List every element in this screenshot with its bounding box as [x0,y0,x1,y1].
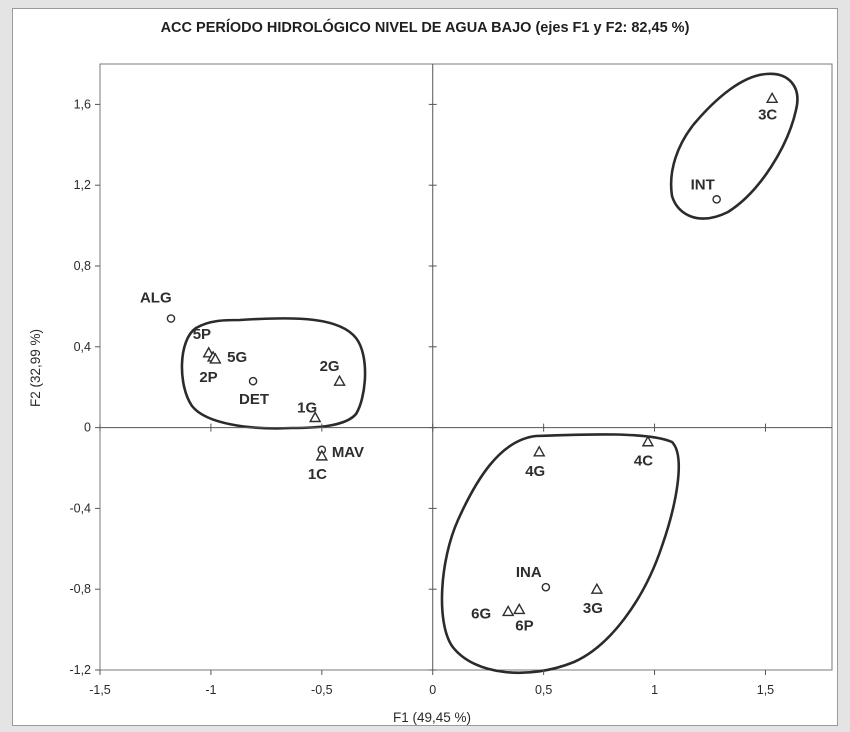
cluster-outline-top-right [669,72,799,220]
point-label: 4C [634,453,653,470]
triangle-marker [513,602,526,615]
circle-marker [248,376,258,386]
x-tick-label: -0,5 [311,683,333,697]
cluster-outlines [180,72,799,675]
point-label: 6G [471,605,491,622]
y-tick-label: -0,4 [69,501,91,515]
point-label: 5G [227,349,247,366]
point-label: 2G [320,358,340,375]
triangle-marker [765,91,779,104]
y-tick-label: 1,6 [74,97,91,111]
x-tick-label: -1 [205,683,216,697]
point-label: ALG [140,290,172,307]
chart-frame [12,8,838,726]
point-label: 2P [199,369,217,386]
point-label: INA [516,564,542,581]
x-axis: -1,5 -1 -0,5 0 0,5 1 1,5 [89,423,774,697]
point-label: 6P [515,617,533,634]
triangle-marker [533,445,546,457]
zero-lines [100,64,832,670]
y-axis: -1,2 -0,8 -0,4 0 0,4 0,8 1,2 1,6 [69,97,437,677]
x-tick-label: 0,5 [535,683,552,697]
point-label: INT [691,176,715,193]
triangle-marker [333,374,346,386]
y-tick-label: -1,2 [69,663,91,677]
x-tick-label: 0 [429,683,436,697]
point-label: 1C [308,466,327,483]
y-tick-label: 0,8 [74,259,91,273]
y-tick-label: 1,2 [74,178,91,192]
cluster-outline-bottom-right [440,433,681,675]
data-labels: ALG DET MAV INT INA 5P 5G 2P 2G 1G 1C 3C 4G 4C 3G 6G 6P [140,106,777,634]
plot-area [99,63,833,671]
triangle-marker [209,352,222,364]
plot-border [99,63,833,671]
y-axis-label: F2 (32,99 %) [28,329,43,407]
triangle-marker [501,604,515,617]
point-label: 4G [525,463,545,480]
triangle-marker [590,582,604,594]
point-label: 3G [583,600,603,617]
x-tick-label: -1,5 [89,683,111,697]
triangle-marker [308,411,322,423]
circle-marker [541,582,551,592]
point-label: DET [239,391,269,408]
x-tick-label: 1 [651,683,658,697]
circle-marker [712,195,721,204]
y-tick-label: 0 [84,421,91,435]
x-tick-label: 1,5 [757,683,774,697]
chart-title: ACC PERÍODO HIDROLÓGICO NIVEL DE AGUA BA… [160,20,690,36]
triangle-marker [315,449,329,461]
data-points [166,91,779,617]
point-label: 5P [193,326,211,343]
point-label: MAV [332,444,364,461]
point-label: 3C [758,106,777,123]
y-tick-label: 0,4 [74,340,91,354]
circle-marker [166,314,176,323]
y-tick-label: -0,8 [69,582,91,596]
x-axis-label: F1 (49,45 %) [393,710,471,725]
point-label: 1G [297,400,317,417]
triangle-marker [641,435,655,447]
